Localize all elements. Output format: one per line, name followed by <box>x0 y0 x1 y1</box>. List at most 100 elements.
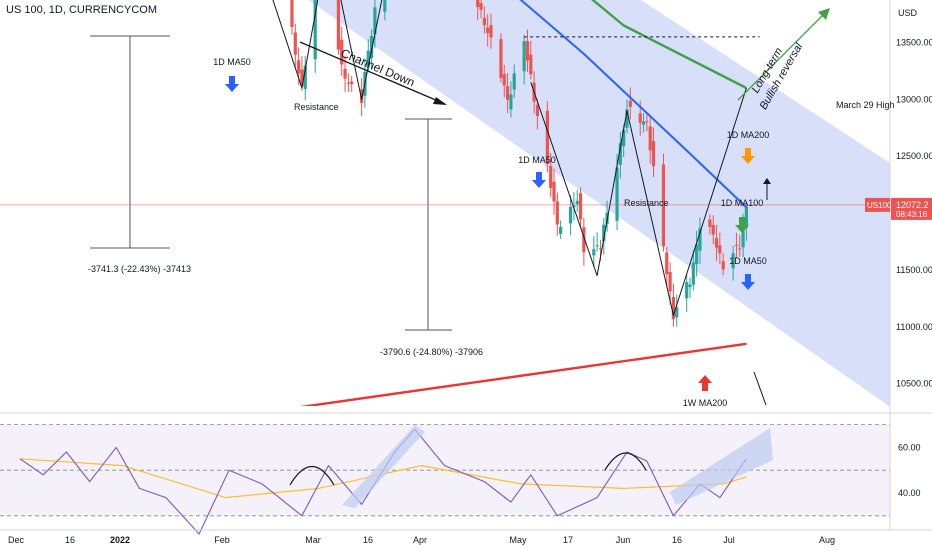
candle-body <box>625 109 629 128</box>
candle-body <box>529 54 533 75</box>
x-tick-label: 17 <box>563 535 573 545</box>
rsi-channel-2 <box>670 428 773 505</box>
candle-body <box>486 27 490 34</box>
channel-down-arrow-line <box>299 41 446 105</box>
candle-body <box>711 225 715 235</box>
drop-measure-label-1: -3741.3 (-22.43%) -37413 <box>88 264 191 274</box>
candle-body <box>502 74 506 86</box>
candle-body <box>671 296 676 320</box>
small-up-arrowhead <box>763 178 771 184</box>
ma200w-arrow <box>698 375 712 391</box>
ma50-arrow-1 <box>225 76 239 92</box>
candle-body <box>545 110 549 164</box>
ma100-label: 1D MA100 <box>721 198 764 208</box>
symbol-tag <box>865 197 890 212</box>
candle-body <box>350 81 354 85</box>
y-axis-unit: USD <box>898 8 918 18</box>
candle-body <box>572 205 576 208</box>
march29-high-label: March 29 High <box>836 100 895 110</box>
candle-body <box>668 272 672 292</box>
ma200-label: 1D MA200 <box>727 130 770 140</box>
candle-body <box>622 129 626 147</box>
rsi-tick-label: 60.00 <box>898 442 921 452</box>
x-tick-label: 16 <box>65 535 75 545</box>
candle-body <box>645 121 649 123</box>
drop-measure-label-2: -3790.6 (-24.80%) -37906 <box>380 347 483 357</box>
candle-body <box>641 121 646 125</box>
candle-body <box>509 94 513 110</box>
candle-body <box>698 228 702 251</box>
candle-body <box>290 0 294 27</box>
y-tick-label: 10500.00 <box>896 379 932 389</box>
candle-body <box>373 7 377 35</box>
candle-body <box>300 69 304 86</box>
candle-body <box>360 89 364 103</box>
last-price-tag <box>891 197 932 220</box>
x-tick-label: Feb <box>214 535 230 545</box>
candle-body <box>313 0 317 60</box>
rsi-panel <box>0 424 890 535</box>
price-plot <box>0 0 890 406</box>
rsi-arc-2 <box>604 452 647 471</box>
x-tick-label: Apr <box>413 535 427 545</box>
ma100-arrow <box>735 217 749 233</box>
candle-body <box>293 32 297 55</box>
ma50-arrow-2 <box>532 172 546 188</box>
rsi-channel-1 <box>342 425 425 508</box>
rsi-arc-1 <box>289 466 335 486</box>
candle-body <box>695 244 699 265</box>
x-tick-label: May <box>509 535 527 545</box>
projection-line <box>753 371 767 406</box>
candle-body <box>512 73 516 90</box>
candle-body <box>369 35 374 58</box>
candle-body <box>708 219 712 228</box>
candle-body <box>489 25 493 38</box>
candle-body <box>383 0 387 12</box>
ma50-1d-line <box>519 0 748 209</box>
candle-body <box>549 166 553 188</box>
ma50-label-2: 1D MA50 <box>518 155 556 165</box>
rsi-tick-label: 40.00 <box>898 488 921 498</box>
candle-body <box>525 41 530 61</box>
y-tick-label: 11000.00 <box>896 322 932 332</box>
candle-body <box>651 141 656 167</box>
last-price-value: 12072.2 <box>896 200 929 210</box>
candle-body <box>602 224 606 242</box>
x-tick-label: 2022 <box>110 535 130 545</box>
candle-body <box>688 284 692 288</box>
candle-body <box>714 238 719 248</box>
candle-body <box>522 41 526 72</box>
reversal-arrowhead <box>818 8 830 20</box>
candle-body <box>479 2 483 10</box>
candle-body <box>336 0 341 50</box>
symbol-tag-text: US100 <box>867 201 892 210</box>
x-tick-label: Aug <box>819 535 835 545</box>
resistance-label-2: Resistance <box>624 198 669 208</box>
channel-down-arrowhead <box>433 97 447 105</box>
ma100-1d-line <box>591 0 747 90</box>
candle-body <box>675 307 679 318</box>
candle-body <box>744 206 748 228</box>
candle-body <box>618 143 622 165</box>
pattern-line-1 <box>272 0 383 100</box>
x-tick-label: Dec <box>8 535 25 545</box>
candle-body <box>734 244 739 246</box>
ma50-arrow-3 <box>741 274 755 290</box>
candle-body <box>482 17 486 26</box>
candle-body <box>552 181 556 202</box>
candle-body <box>535 104 540 117</box>
candle-body <box>685 282 689 299</box>
candle-body <box>340 39 344 65</box>
y-tick-label: 13500.00 <box>896 38 932 48</box>
ma200-arrow <box>741 148 755 164</box>
channel-down-area <box>308 0 890 406</box>
ma200-1w-line <box>299 342 747 406</box>
candle-body <box>638 113 642 123</box>
resistance-label-1: Resistance <box>294 102 339 112</box>
x-tick-label: Jul <box>723 535 735 545</box>
candle-body <box>665 252 669 275</box>
candle-body <box>578 193 583 220</box>
last-price-countdown: 08:43:16 <box>896 210 928 219</box>
